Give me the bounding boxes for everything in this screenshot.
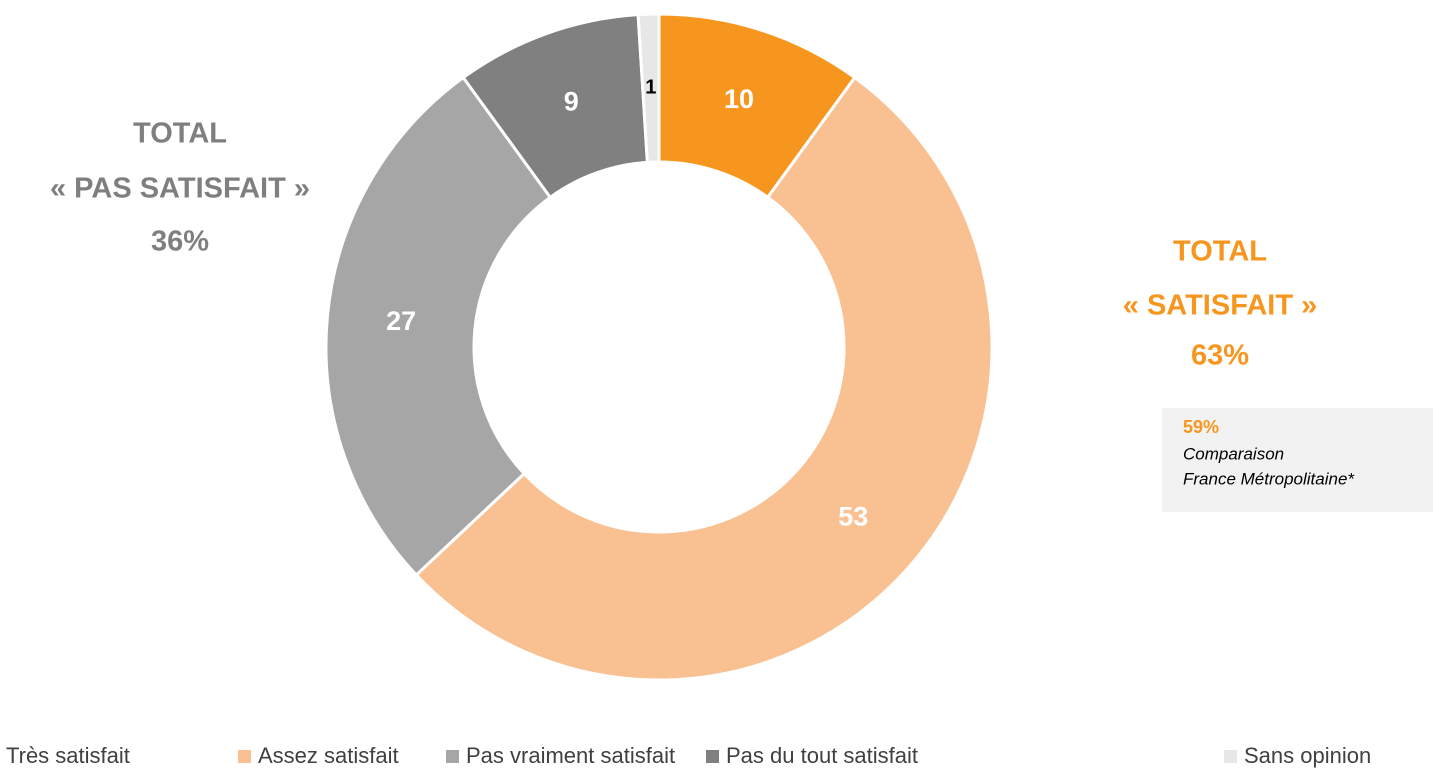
- legend-swatch: [706, 750, 719, 763]
- legend-swatch: [1224, 750, 1237, 763]
- legend-label: Très satisfait: [6, 743, 130, 768]
- total-annotation: TOTAL: [133, 118, 227, 150]
- legend-swatch: [446, 750, 459, 763]
- data-label: 10: [724, 84, 754, 114]
- total-annotation: 36%: [151, 226, 209, 258]
- data-label: 9: [564, 86, 579, 116]
- slice: [324, 75, 553, 578]
- comparison-value: 59%: [1183, 417, 1219, 437]
- total-annotation: TOTAL: [1173, 236, 1267, 268]
- legend-label: Pas vraiment satisfait: [466, 743, 675, 768]
- comparison-box: [1162, 408, 1433, 512]
- legend-label: Sans opinion: [1244, 743, 1371, 768]
- legend-label: Pas du tout satisfait: [726, 743, 918, 768]
- legend-swatch: [238, 750, 251, 763]
- slice: [636, 12, 661, 164]
- comparison-text: France Métropolitaine*: [1183, 469, 1355, 488]
- data-label: 1: [645, 76, 656, 98]
- total-annotation: 63%: [1191, 340, 1249, 372]
- total-annotation: « PAS SATISFAIT »: [50, 173, 310, 205]
- slice: [414, 75, 994, 682]
- data-label: 27: [386, 306, 416, 336]
- comparison-text: Comparaison: [1183, 444, 1284, 463]
- legend-label: Assez satisfait: [258, 743, 399, 768]
- total-annotation: « SATISFAIT »: [1123, 290, 1317, 322]
- data-label: 53: [838, 501, 868, 531]
